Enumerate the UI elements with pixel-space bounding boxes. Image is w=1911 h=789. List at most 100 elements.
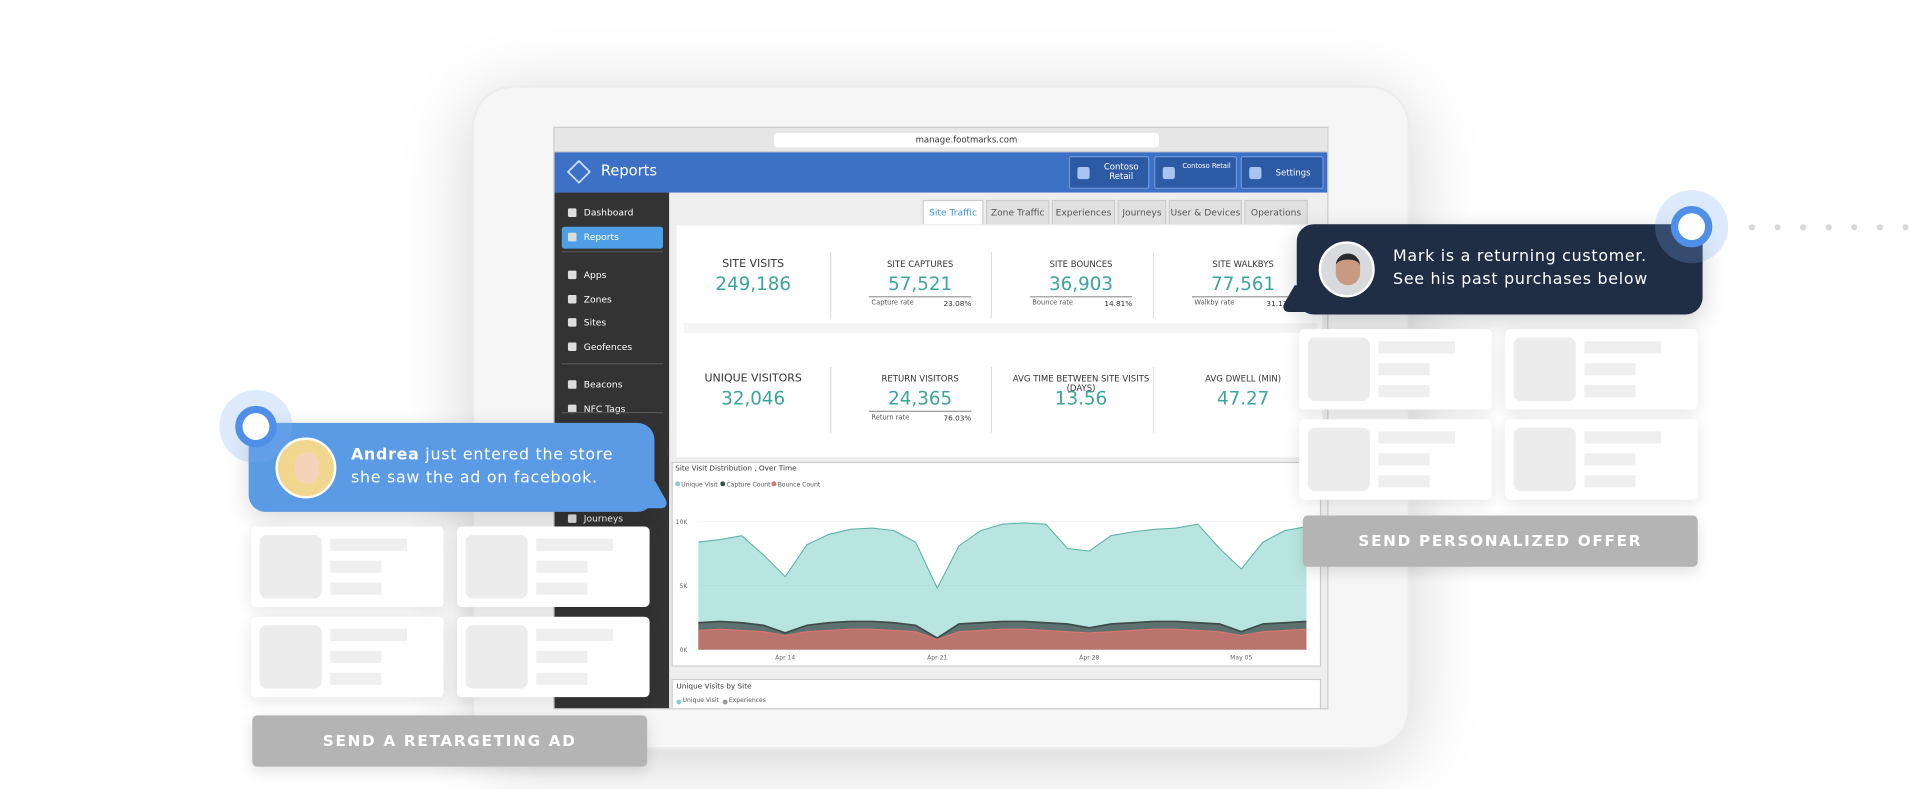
placeholder-line xyxy=(1378,475,1430,488)
avatar-face xyxy=(294,452,320,484)
stat-label: AVG DWELL (MIN) xyxy=(1205,374,1282,384)
connector-dot xyxy=(1774,224,1781,231)
legend-label: Bounce Count xyxy=(778,481,821,488)
stat-value: 249,186 xyxy=(715,273,791,295)
button-icon xyxy=(1077,166,1090,180)
placeholder-line xyxy=(1378,385,1430,398)
sidebar-label: Beacons xyxy=(583,379,623,390)
legend-label: Capture Count xyxy=(726,481,771,488)
stat-divider xyxy=(990,366,993,433)
sidebar-icon xyxy=(567,208,577,217)
stat-value: 47.27 xyxy=(1216,387,1270,410)
header-button[interactable]: Contoso Retail xyxy=(1068,156,1150,189)
placeholder-line xyxy=(330,650,382,663)
stat-divider xyxy=(829,366,832,433)
header-button[interactable]: Contoso Retail xyxy=(1154,156,1238,189)
placeholder-image xyxy=(1513,427,1576,492)
x-tick-label: Apr 21 xyxy=(927,654,947,661)
sidebar-item[interactable]: Dashboard xyxy=(562,202,663,224)
placeholder-line xyxy=(1378,453,1430,466)
tab[interactable]: Zone Traffic xyxy=(985,199,1050,225)
sidebar-icon xyxy=(567,270,577,280)
placeholder-card xyxy=(251,616,444,698)
placeholder-line xyxy=(330,672,382,685)
message-bubble: Andrea just entered the store she saw the… xyxy=(248,422,671,512)
x-tick-label: Apr 28 xyxy=(1079,654,1099,661)
tab[interactable]: Site Traffic xyxy=(922,199,984,225)
placeholder-image xyxy=(465,625,528,689)
stat-sub-value: 31.13% xyxy=(1266,299,1295,309)
sidebar-item[interactable]: Reports xyxy=(561,226,663,249)
placeholder-line xyxy=(1584,475,1636,488)
placeholder-line xyxy=(1378,341,1456,354)
placeholder-card xyxy=(1505,419,1698,500)
panel-title: Unique Visits by Site xyxy=(676,682,752,692)
placeholder-image xyxy=(1307,337,1370,401)
stat-underline xyxy=(868,410,972,412)
placeholder-line xyxy=(1378,431,1456,444)
header-button[interactable]: Settings xyxy=(1240,156,1324,189)
placeholder-line xyxy=(1584,341,1662,354)
sidebar-item[interactable]: NFC Tags xyxy=(562,399,663,421)
connector-dot xyxy=(1876,224,1883,231)
sidebar-item[interactable]: Beacons xyxy=(562,374,663,396)
placeholder-card xyxy=(1299,329,1492,410)
stat-divider xyxy=(829,252,832,319)
tab[interactable]: Journeys xyxy=(1117,199,1167,225)
stat-sub-value: 14.81% xyxy=(1104,299,1133,309)
stat-label: RETURN VISITORS xyxy=(881,374,959,384)
tab[interactable]: Operations xyxy=(1244,199,1308,225)
ring xyxy=(235,405,277,448)
placeholder-card xyxy=(251,526,444,607)
stat-value: 32,046 xyxy=(721,387,786,410)
stat-sub-label: Bounce rate xyxy=(1032,299,1074,308)
y-tick-label: 5K xyxy=(680,583,689,590)
placeholder-image xyxy=(259,535,322,599)
tab[interactable]: User & Devices xyxy=(1168,199,1242,225)
placeholder-card xyxy=(1505,329,1698,410)
action-button[interactable]: SEND A RETARGETING AD xyxy=(252,715,648,767)
placeholder-line xyxy=(536,650,588,663)
y-tick-label: 10K xyxy=(676,519,689,526)
sidebar-icon xyxy=(567,232,577,242)
sidebar-label: Reports xyxy=(583,231,619,243)
connector-dot xyxy=(1902,224,1909,231)
sidebar-item[interactable]: Geofences xyxy=(562,336,663,358)
tab[interactable]: Experiences xyxy=(1051,199,1116,225)
line xyxy=(698,620,1307,640)
stat-sub-label: Capture rate xyxy=(871,299,914,308)
connector-dot xyxy=(1825,224,1832,231)
legend-dot xyxy=(675,481,681,487)
url-field[interactable]: manage.footmarks.com xyxy=(773,132,1160,148)
sidebar-icon xyxy=(567,318,577,327)
area xyxy=(698,629,1307,650)
placeholder-line xyxy=(536,582,588,595)
sidebar-item[interactable]: Zones xyxy=(562,289,663,311)
placeholder-card xyxy=(1299,419,1492,500)
chart-title: Site Visit Distribution , Over Time xyxy=(675,463,797,472)
message-bubble: Mark is a returning customer. See his pas… xyxy=(1279,224,1703,315)
x-tick-label: May 05 xyxy=(1230,654,1252,661)
action-button[interactable]: SEND PERSONALIZED OFFER xyxy=(1302,515,1698,567)
ring xyxy=(1670,205,1713,248)
button-label: Settings xyxy=(1275,168,1311,178)
legend-label: Experiences xyxy=(728,697,766,705)
sidebar-icon xyxy=(567,342,577,351)
sidebar-item[interactable]: Apps xyxy=(562,264,663,286)
stat-label: SITE CAPTURES xyxy=(886,259,954,270)
line xyxy=(698,628,1307,640)
stat-value: 57,521 xyxy=(888,273,953,295)
legend-dot xyxy=(722,699,728,705)
x-tick-label: Apr 14 xyxy=(775,654,795,661)
avatar xyxy=(1318,241,1375,298)
legend-dot xyxy=(720,481,726,487)
sidebar-label: NFC Tags xyxy=(583,403,626,415)
sidebar-label: Geofences xyxy=(583,341,633,353)
sidebar-item[interactable]: Sites xyxy=(562,312,663,334)
legend-label: Unique Visit xyxy=(681,481,718,488)
sidebar-label: Dashboard xyxy=(583,207,634,219)
header-title: Reports xyxy=(600,162,657,180)
sidebar-item[interactable]: Journeys xyxy=(562,508,663,530)
placeholder-line xyxy=(1378,363,1430,376)
